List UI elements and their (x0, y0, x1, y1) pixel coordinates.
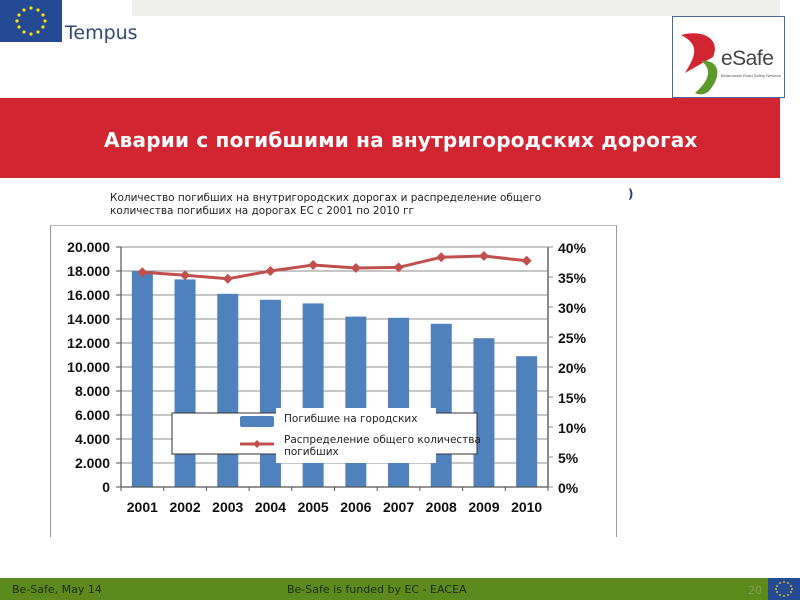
bar (516, 356, 538, 487)
legend-bar-label: Погибшие на городских (284, 413, 417, 425)
chart-frame (50, 225, 617, 537)
svg-text:40%: 40% (558, 240, 587, 256)
bar (174, 279, 196, 487)
left-axis-labels: 0 2.000 4.000 6.000 8.000 10.000 12.000 14.000 1… (67, 239, 110, 495)
tempus-logo-text: Tempus (65, 22, 138, 44)
svg-text:35%: 35% (558, 270, 587, 286)
line-marker (350, 263, 361, 273)
bar (131, 271, 153, 487)
slide-title: Аварии с погибшими на внутригородских до… (104, 128, 698, 152)
footer-band (0, 578, 800, 600)
top-gray-bar (132, 0, 780, 16)
svg-text:0: 0 (102, 479, 110, 495)
chart-subtitle: Количество погибших на внутригородских д… (110, 192, 542, 217)
svg-text:2006: 2006 (340, 499, 371, 515)
eu-stars-icon (15, 6, 47, 36)
page-number: 20 (748, 584, 762, 597)
svg-text:2004: 2004 (255, 499, 286, 515)
esafe-logo-subtext: Belarussian Road Safety Network (721, 73, 781, 78)
chart-axes (116, 246, 549, 491)
stray-character: ) (628, 187, 634, 201)
title-band (0, 98, 780, 178)
line-marker (521, 255, 532, 266)
right-axis-labels: 0% 5% 10% 15% 20% 25% 30% 35% 40% (558, 240, 587, 496)
x-axis-labels: 2001 2002 2003 2004 2005 2006 2007 2008 2009 2010 (127, 499, 543, 515)
bar (473, 338, 495, 487)
bar (217, 293, 239, 487)
svg-text:5%: 5% (558, 450, 579, 466)
footer-left-text: Be-Safe, May 14 (12, 583, 102, 596)
svg-text:20.000: 20.000 (67, 239, 110, 255)
svg-text:4.000: 4.000 (75, 431, 110, 447)
svg-text:10.000: 10.000 (67, 359, 110, 375)
svg-text:12.000: 12.000 (67, 335, 110, 351)
line-marker (222, 273, 233, 284)
svg-text:25%: 25% (558, 330, 587, 346)
line-series (137, 251, 532, 284)
chart-legend: Погибшие на городских Распределение общег… (171, 408, 481, 463)
esafe-logo: eSafe Belarussian Road Safety Network (672, 16, 785, 98)
line-marker (393, 262, 404, 273)
svg-text:18.000: 18.000 (67, 263, 110, 279)
svg-text:30%: 30% (558, 300, 587, 316)
svg-text:6.000: 6.000 (75, 407, 110, 423)
line-marker (436, 252, 447, 263)
line-marker (478, 251, 489, 261)
road-swoosh-icon (681, 33, 718, 95)
svg-text:2003: 2003 (212, 499, 243, 515)
svg-text:8.000: 8.000 (75, 383, 110, 399)
esafe-logo-text: eSafe (721, 47, 774, 70)
svg-text:2007: 2007 (383, 499, 414, 515)
legend-line-label: Распределение общего количества погибших (284, 434, 481, 458)
svg-text:20%: 20% (558, 360, 587, 376)
line-marker (180, 270, 191, 281)
line-marker (308, 260, 319, 270)
footer-eu-flag-icon (768, 578, 800, 600)
svg-text:0%: 0% (558, 480, 579, 496)
svg-text:16.000: 16.000 (67, 287, 110, 303)
eu-flag-logo (0, 0, 62, 42)
footer-center-text: Be-Safe is funded by EC - EACEA (287, 583, 467, 596)
svg-text:2.000: 2.000 (75, 455, 110, 471)
svg-text:2001: 2001 (127, 499, 158, 515)
line-marker (137, 267, 148, 278)
svg-text:2009: 2009 (468, 499, 499, 515)
svg-text:2008: 2008 (426, 499, 457, 515)
svg-text:2010: 2010 (511, 499, 542, 515)
svg-text:2005: 2005 (298, 499, 329, 515)
svg-text:10%: 10% (558, 420, 587, 436)
line-marker (265, 266, 276, 276)
svg-text:15%: 15% (558, 390, 587, 406)
svg-text:14.000: 14.000 (67, 311, 110, 327)
svg-text:2002: 2002 (169, 499, 200, 515)
